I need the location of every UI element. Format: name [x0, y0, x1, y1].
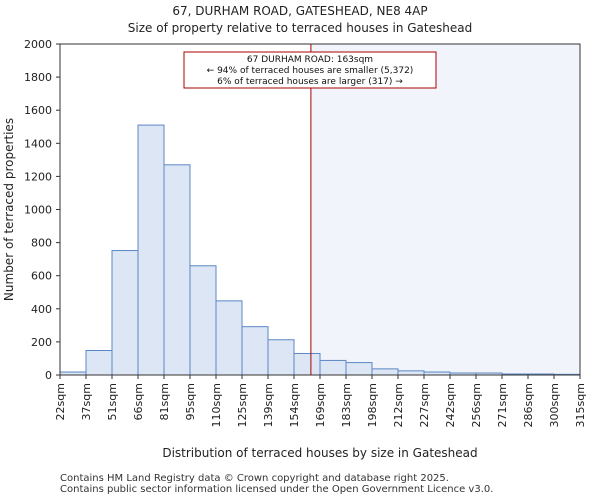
x-tick-label: 256sqm — [470, 383, 483, 427]
annotation-line-1: 67 DURHAM ROAD: 163sqm — [247, 55, 373, 65]
y-tick-label: 1800 — [24, 71, 52, 84]
x-tick-label: 154sqm — [288, 383, 301, 427]
x-tick-label: 300sqm — [548, 383, 561, 427]
y-tick-label: 1000 — [24, 204, 52, 217]
bar-66sqm — [137, 124, 165, 376]
x-axis-label: Distribution of terraced houses by size … — [162, 446, 477, 460]
y-tick-label: 400 — [31, 303, 52, 316]
x-tick-label: 37sqm — [80, 383, 93, 420]
bar-125sqm — [241, 326, 269, 376]
y-tick-label: 1400 — [24, 137, 52, 150]
x-tick-label: 227sqm — [418, 383, 431, 427]
bar-51sqm — [111, 250, 139, 376]
bar-154sqm — [293, 352, 321, 376]
x-tick-label: 81sqm — [158, 383, 171, 420]
x-tick-label: 139sqm — [262, 383, 275, 427]
x-tick-label: 95sqm — [184, 383, 197, 420]
x-tick-label: 110sqm — [210, 383, 223, 427]
footer-line-2: Contains public sector information licen… — [60, 484, 494, 495]
annotation-line-2: ← 94% of terraced houses are smaller (5,… — [207, 66, 414, 76]
x-tick-label: 271sqm — [496, 383, 509, 427]
highlight-region — [310, 44, 580, 375]
bar-169sqm — [319, 359, 347, 376]
bar-110sqm — [215, 300, 243, 376]
x-tick-label: 183sqm — [340, 383, 353, 427]
chart-subtitle: Size of property relative to terraced ho… — [127, 21, 473, 35]
bar-212sqm — [397, 370, 425, 376]
x-tick-label: 286sqm — [522, 383, 535, 427]
y-tick-label: 0 — [45, 369, 52, 382]
footer-line-1: Contains HM Land Registry data © Crown c… — [60, 473, 449, 484]
y-tick-label: 2000 — [24, 38, 52, 51]
annotation-line-3: 6% of terraced houses are larger (317) → — [217, 77, 403, 87]
annotation-box — [183, 51, 437, 89]
y-tick-label: 1600 — [24, 104, 52, 117]
x-tick-label: 212sqm — [392, 383, 405, 427]
bar-183sqm — [345, 362, 373, 376]
x-tick-label: 315sqm — [574, 383, 587, 427]
bar-198sqm — [371, 368, 399, 376]
x-tick-label: 22sqm — [54, 383, 67, 420]
bar-95sqm — [189, 265, 217, 376]
bar-81sqm — [163, 164, 191, 376]
y-tick-label: 200 — [31, 336, 52, 349]
chart-title: 67, DURHAM ROAD, GATESHEAD, NE8 4AP — [172, 4, 428, 18]
y-axis-label: Number of terraced properties — [2, 118, 16, 301]
x-tick-label: 125sqm — [236, 383, 249, 427]
x-tick-label: 169sqm — [314, 383, 327, 427]
y-tick-label: 1200 — [24, 170, 52, 183]
y-tick-label: 600 — [31, 270, 52, 283]
y-tick-label: 800 — [31, 237, 52, 250]
x-tick-label: 198sqm — [366, 383, 379, 427]
x-tick-label: 242sqm — [444, 383, 457, 427]
bar-37sqm — [85, 350, 113, 376]
x-tick-label: 66sqm — [132, 383, 145, 420]
bar-139sqm — [267, 339, 295, 376]
x-tick-label: 51sqm — [106, 383, 119, 420]
